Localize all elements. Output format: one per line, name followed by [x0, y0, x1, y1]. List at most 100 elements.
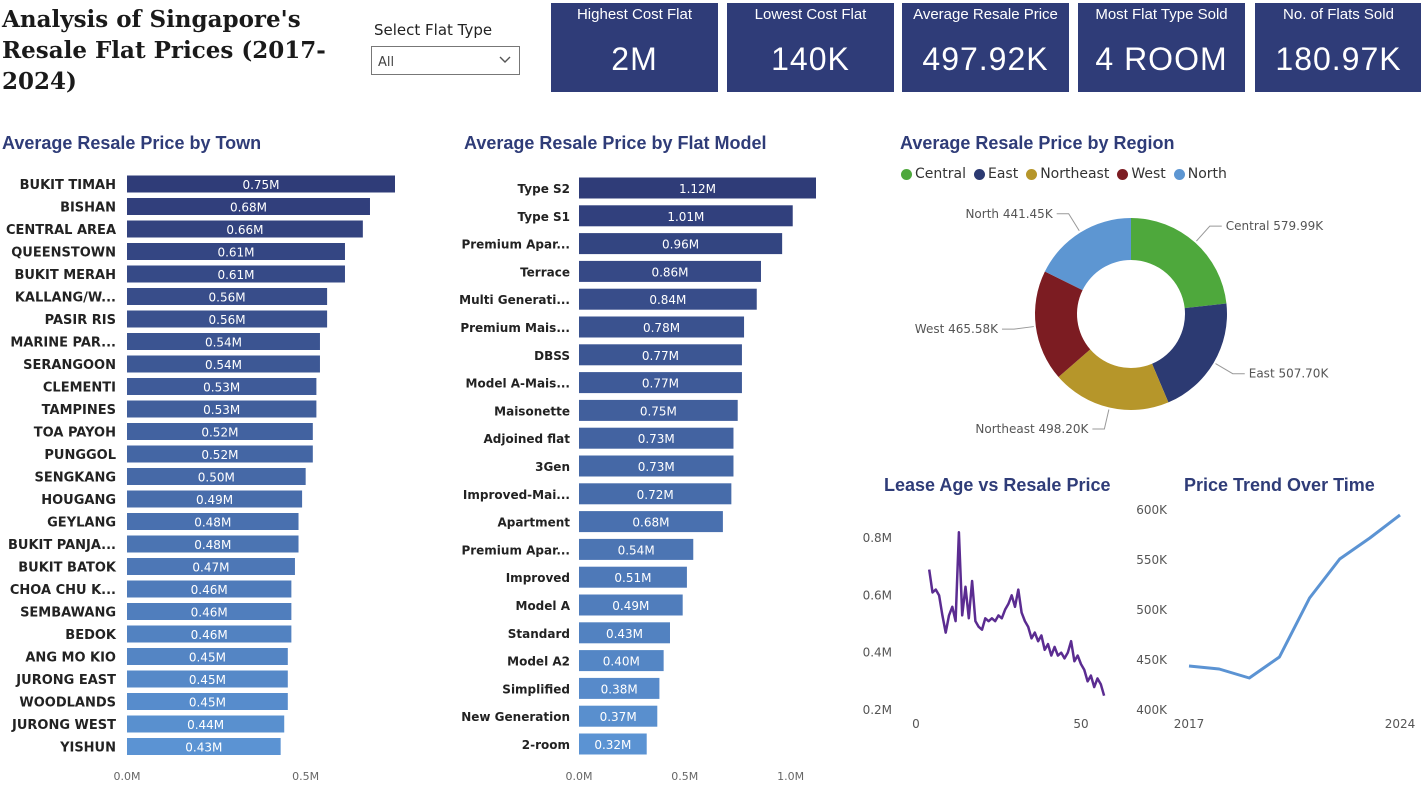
bar — [127, 625, 292, 643]
bar — [579, 427, 734, 449]
bar-value-label: 0.56M — [209, 291, 246, 305]
region-legend: Central East Northeast West North — [901, 166, 1235, 182]
model-bar-chart: Type S2 1.12M Type S1 1.01M Premium Apar... 0… — [459, 177, 816, 783]
bar — [127, 355, 320, 373]
bar-category-label: PASIR RIS — [45, 313, 116, 328]
bar-value-label: 0.45M — [189, 651, 226, 665]
bar — [127, 513, 299, 530]
bar-value-label: 0.61M — [217, 246, 254, 260]
legend-marker — [901, 168, 912, 180]
bar-value-label: 0.54M — [205, 358, 242, 372]
bar-category-label: CENTRAL AREA — [6, 223, 116, 238]
bar-value-label: 0.53M — [203, 403, 240, 417]
bar — [579, 511, 723, 533]
region-chart-title: Average Resale Price by Region — [900, 133, 1175, 153]
bar — [579, 566, 687, 588]
x-axis-tick: 0 — [912, 717, 920, 731]
bar — [127, 580, 292, 598]
kpi-card-average-price: Average Resale Price 497.92K — [902, 3, 1069, 92]
bar-category-label: Terrace — [520, 265, 570, 279]
bar-category-label: New Generation — [461, 710, 570, 724]
bar-category-label: Adjoined flat — [483, 432, 570, 446]
bar — [579, 594, 683, 616]
donut-data-label: Northeast 498.20K — [975, 422, 1089, 436]
y-axis-tick: 0.2M — [863, 703, 892, 717]
kpi-label: Lowest Cost Flat — [754, 6, 867, 23]
bar — [579, 483, 732, 505]
kpi-value: 2M — [611, 41, 658, 77]
legend-label: East — [987, 166, 1019, 182]
chevron-down-icon — [499, 56, 511, 63]
bar-value-label: 0.43M — [185, 741, 222, 755]
bar-category-label: SERANGOON — [23, 358, 116, 373]
bar — [127, 288, 328, 305]
bar — [127, 198, 370, 215]
lease-line-chart: 0.8M 0.6M 0.4M 0.2M 0 50 — [863, 531, 1106, 731]
bar-value-label: 0.47M — [192, 561, 229, 575]
lease-chart-title: Lease Age vs Resale Price — [884, 475, 1111, 495]
bar-value-label: 0.56M — [209, 313, 246, 327]
bar-value-label: 0.48M — [194, 538, 231, 552]
bar — [127, 333, 320, 350]
bar-category-label: TOA PAYOH — [34, 426, 116, 441]
bar — [127, 715, 285, 733]
bar-category-label: PUNGGOL — [44, 448, 116, 463]
kpi-value: 140K — [771, 41, 850, 77]
bar-value-label: 0.46M — [191, 583, 228, 597]
bar-category-label: Multi Generati... — [459, 293, 570, 307]
bar-category-label: Type S2 — [518, 182, 570, 196]
bar-value-label: 0.73M — [638, 460, 675, 474]
y-axis-tick: 0.6M — [863, 588, 892, 602]
kpi-label: Highest Cost Flat — [576, 6, 693, 23]
bar-value-label: 0.72M — [637, 488, 674, 502]
donut-leader-line — [1215, 363, 1245, 375]
flat-type-selected-value: All — [378, 55, 395, 70]
bar-category-label: BUKIT MERAH — [14, 268, 116, 283]
bar — [127, 670, 288, 688]
legend-item[interactable]: Northeast — [1026, 166, 1109, 182]
legend-item[interactable]: North — [1173, 166, 1227, 182]
bar-value-label: 0.45M — [189, 696, 226, 710]
legend-item[interactable]: West — [1117, 166, 1166, 182]
bar — [579, 650, 664, 672]
bar — [127, 445, 313, 463]
bar-category-label: YISHUN — [59, 741, 116, 756]
kpi-label: No. of Flats Sold — [1283, 6, 1394, 23]
bar-category-label: QUEENSTOWN — [11, 246, 116, 261]
donut-slice — [1152, 303, 1227, 403]
bar-category-label: Premium Apar... — [461, 238, 570, 252]
bar — [127, 468, 306, 485]
bar-value-label: 0.96M — [662, 238, 699, 252]
bar-category-label: BUKIT PANJA... — [8, 538, 116, 553]
legend-marker — [1117, 168, 1129, 180]
bar-value-label: 0.73M — [638, 432, 675, 446]
donut-leader-line — [1001, 326, 1034, 330]
lease-price-line — [927, 531, 1106, 697]
legend-item[interactable]: East — [973, 166, 1019, 182]
y-axis-tick: 0.4M — [863, 646, 892, 660]
donut-leader-line — [1196, 225, 1222, 242]
bar-value-label: 0.44M — [187, 718, 224, 732]
bar-value-label: 0.49M — [196, 493, 233, 507]
y-axis-tick: 400K — [1136, 703, 1168, 717]
flat-type-dropdown[interactable]: All — [371, 46, 520, 75]
bar — [127, 310, 328, 328]
legend-label: Northeast — [1040, 166, 1110, 182]
bar-category-label: KALLANG/W... — [15, 291, 116, 306]
legend-label: Central — [915, 166, 966, 182]
legend-item[interactable]: Central — [901, 166, 966, 182]
bar-category-label: Model A — [516, 599, 571, 613]
bar — [579, 260, 761, 282]
bar-category-label: JURONG WEST — [11, 718, 116, 733]
x-axis-tick: 0.0M — [114, 770, 141, 783]
bar-category-label: Type S1 — [518, 210, 570, 224]
kpi-card-highest-cost: Highest Cost Flat 2M — [551, 3, 718, 92]
bar — [127, 535, 299, 553]
bar-category-label: JURONG EAST — [15, 673, 116, 688]
bar-value-label: 0.37M — [600, 710, 637, 724]
bar-value-label: 0.51M — [614, 571, 651, 585]
bar-value-label: 0.75M — [640, 404, 677, 418]
bar — [579, 622, 670, 644]
bar — [127, 423, 313, 440]
bar — [127, 378, 317, 395]
